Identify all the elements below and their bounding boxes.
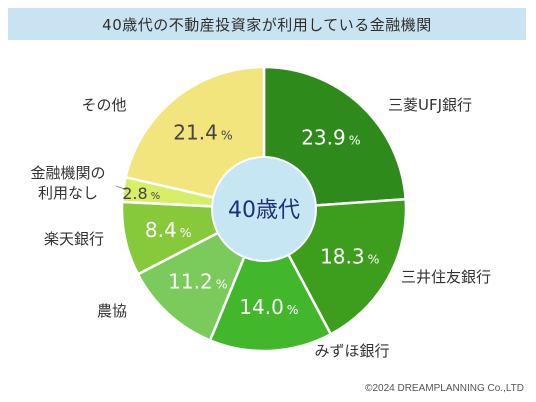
value-label-7: 21.4% bbox=[173, 120, 233, 144]
copyright: ©2024 DREAMPLANNING Co.,LTD bbox=[365, 383, 524, 394]
value-label-1: 23.9% bbox=[301, 125, 361, 149]
value-label-5: 8.4% bbox=[145, 218, 192, 242]
category-label-5: 楽天銀行 bbox=[44, 230, 104, 248]
leader-line bbox=[115, 185, 128, 191]
category-label-3: みずほ銀行 bbox=[314, 342, 389, 360]
value-label-3: 14.0% bbox=[239, 295, 299, 319]
center-label: 40歳代 bbox=[228, 198, 300, 223]
category-label-1: 三菱UFJ銀行 bbox=[388, 96, 472, 114]
value-label-6: 2.8% bbox=[122, 184, 160, 203]
center-disc bbox=[211, 156, 317, 262]
chart-title: 40歳代の不動産投資家が利用している金融機関 bbox=[102, 15, 432, 34]
category-label-7: その他 bbox=[81, 96, 126, 114]
category-label-4: 農協 bbox=[97, 302, 127, 320]
value-label-4: 11.2% bbox=[168, 269, 228, 293]
category-label-6: 金融機関の利用なし bbox=[30, 164, 105, 202]
category-label-2: 三井住友銀行 bbox=[401, 268, 491, 286]
pie-slice-3 bbox=[208, 206, 333, 353]
value-label-2: 18.3% bbox=[320, 244, 380, 268]
chart-title-bar: 40歳代の不動産投資家が利用している金融機関 bbox=[8, 8, 526, 40]
